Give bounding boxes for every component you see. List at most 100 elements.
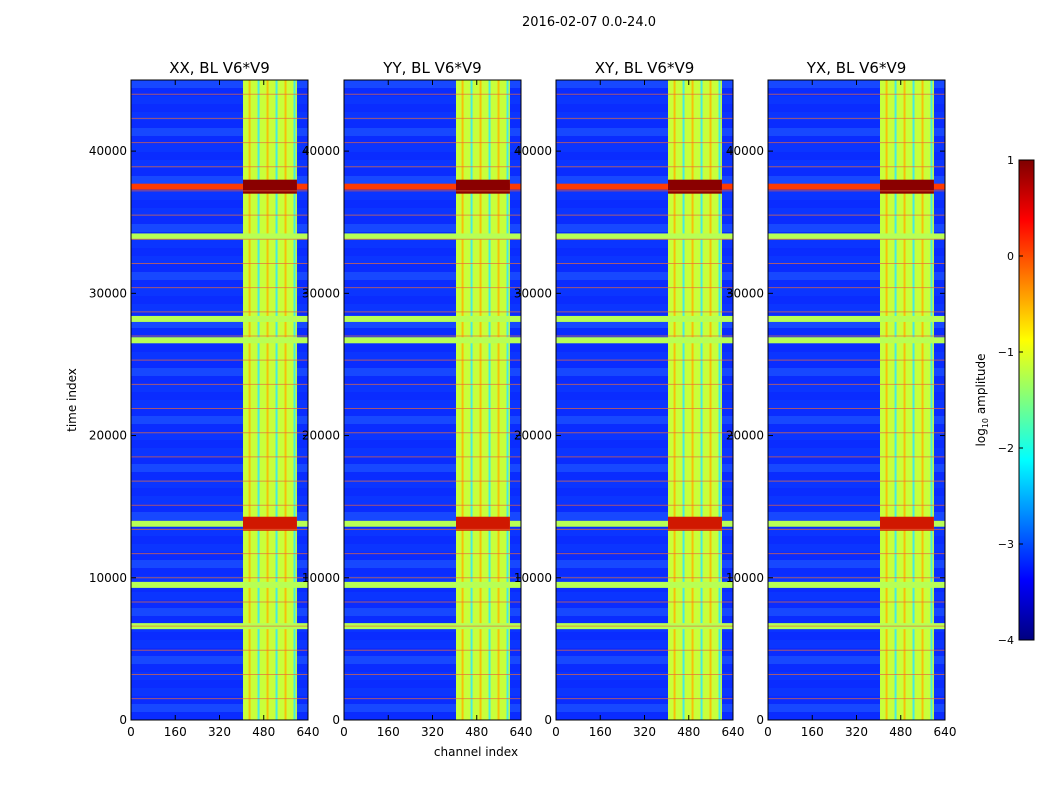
noise-row xyxy=(131,672,308,680)
noise-row xyxy=(768,96,945,104)
noise-row xyxy=(131,416,308,424)
noise-row xyxy=(131,176,308,184)
x-tick-label: 640 xyxy=(722,725,745,739)
noise-row xyxy=(768,224,945,232)
noise-row xyxy=(131,400,308,408)
colorbar-tick-label: −4 xyxy=(998,634,1014,647)
x-tick-label: 320 xyxy=(633,725,656,739)
rfi-row xyxy=(556,233,733,240)
noise-row xyxy=(344,640,521,648)
noise-row xyxy=(344,304,521,312)
rfi-row xyxy=(131,581,308,588)
colorbar-tick-label: 0 xyxy=(1007,250,1014,263)
noise-row xyxy=(768,576,945,584)
noise-row xyxy=(556,320,733,328)
noise-row xyxy=(556,496,733,504)
noise-row xyxy=(131,288,308,296)
rfi-band-stripe xyxy=(885,80,888,720)
noise-row xyxy=(344,192,521,200)
noise-row xyxy=(556,400,733,408)
rfi-row xyxy=(131,315,308,322)
heatmap-image xyxy=(768,80,945,720)
noise-row xyxy=(344,576,521,584)
rfi-band-stripe xyxy=(470,80,473,720)
x-tick-label: 320 xyxy=(208,725,231,739)
y-axis-label: time index xyxy=(65,368,79,432)
noise-row xyxy=(556,672,733,680)
noise-row xyxy=(344,288,521,296)
noise-row xyxy=(768,432,945,440)
noise-row xyxy=(768,272,945,280)
noise-row xyxy=(768,384,945,392)
rfi-row xyxy=(131,520,308,527)
colorbar: 1 0 −1 −2 −3 −4 log10 amplitude xyxy=(974,154,1035,647)
noise-row xyxy=(131,224,308,232)
rfi-row xyxy=(768,183,945,190)
rfi-band-stripe xyxy=(930,80,933,720)
noise-row xyxy=(556,256,733,264)
noise-row xyxy=(556,688,733,696)
noise-row xyxy=(344,320,521,328)
noise-row xyxy=(131,272,308,280)
noise-row xyxy=(344,560,521,568)
figure-suptitle: 2016-02-07 0.0-24.0 xyxy=(522,15,656,30)
noise-row xyxy=(556,208,733,216)
noise-row xyxy=(556,640,733,648)
noise-row xyxy=(344,400,521,408)
noise-row xyxy=(131,112,308,120)
noise-row xyxy=(768,544,945,552)
x-tick-label: 640 xyxy=(297,725,320,739)
noise-row xyxy=(131,256,308,264)
noise-row xyxy=(344,496,521,504)
noise-row xyxy=(556,96,733,104)
rfi-row xyxy=(344,520,521,527)
noise-row xyxy=(768,144,945,152)
rfi-row xyxy=(768,233,945,240)
y-tick-label: 20000 xyxy=(514,429,552,443)
panel-4: YX, BL V6*V9 0 160 320 480 640 0 10000 20000 3000… xyxy=(726,59,957,739)
noise-row xyxy=(344,480,521,488)
heatmap-image xyxy=(131,80,308,720)
noise-row xyxy=(131,208,308,216)
panel-title: XY, BL V6*V9 xyxy=(595,59,695,77)
noise-row xyxy=(556,272,733,280)
y-tick-label: 10000 xyxy=(302,571,340,585)
noise-row xyxy=(344,368,521,376)
noise-row xyxy=(131,560,308,568)
noise-row xyxy=(344,96,521,104)
noise-row xyxy=(131,304,308,312)
x-tick-label: 0 xyxy=(552,725,560,739)
noise-row xyxy=(344,512,521,520)
x-tick-label: 0 xyxy=(127,725,135,739)
rfi-row xyxy=(344,183,521,190)
noise-row xyxy=(768,208,945,216)
rfi-band-stripe xyxy=(275,80,278,720)
noise-row xyxy=(131,464,308,472)
rfi-band-stripe xyxy=(479,80,482,720)
x-tick-label: 640 xyxy=(510,725,533,739)
rfi-band-stripe xyxy=(894,80,897,720)
noise-row xyxy=(556,384,733,392)
noise-row xyxy=(131,544,308,552)
noise-row xyxy=(131,192,308,200)
noise-row xyxy=(344,352,521,360)
noise-row xyxy=(344,528,521,536)
noise-row xyxy=(344,672,521,680)
rfi-row xyxy=(768,315,945,322)
panel-1: XX, BL V6*V9 0 160 320 480 640 0 10000 20000 3000… xyxy=(89,59,320,739)
rfi-row xyxy=(344,581,521,588)
rfi-band-stripe xyxy=(293,80,296,720)
noise-row xyxy=(344,448,521,456)
noise-row xyxy=(556,528,733,536)
rfi-row xyxy=(344,315,521,322)
rfi-band-stripe xyxy=(284,80,287,720)
x-tick-label: 320 xyxy=(845,725,868,739)
rfi-peak xyxy=(456,179,510,194)
noise-row xyxy=(768,656,945,664)
noise-row xyxy=(131,368,308,376)
rfi-peak xyxy=(456,516,510,531)
noise-row xyxy=(344,704,521,712)
rfi-band-stripe xyxy=(506,80,509,720)
noise-row xyxy=(768,480,945,488)
noise-row xyxy=(344,224,521,232)
